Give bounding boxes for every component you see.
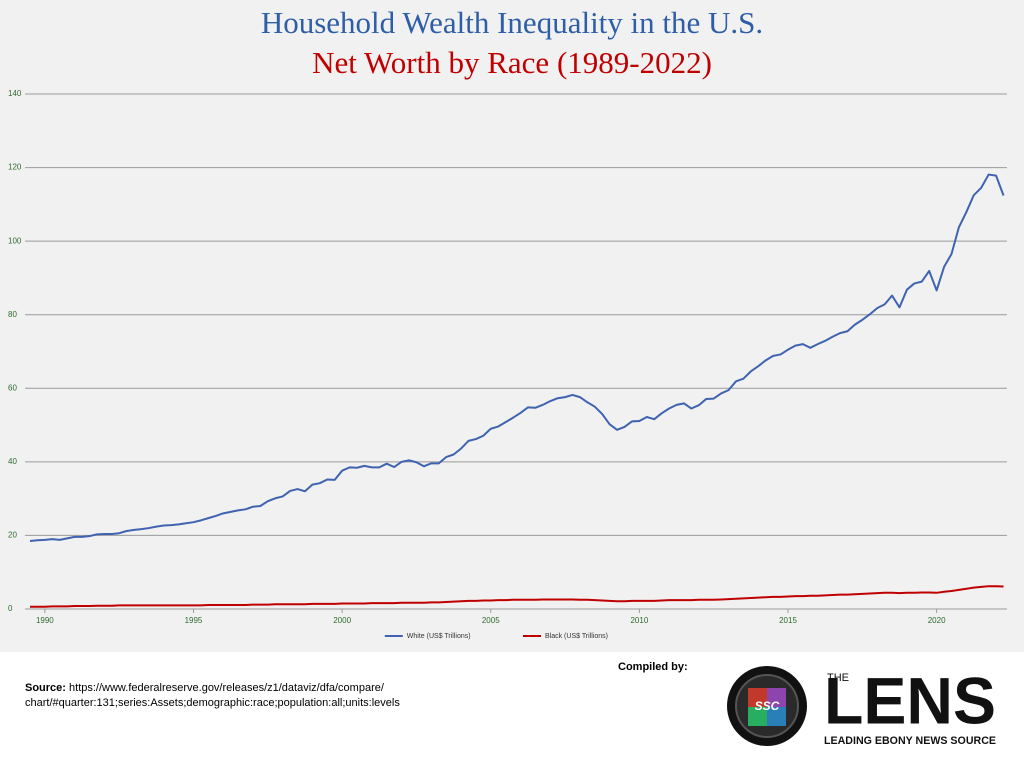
x-tick-label: 1990	[36, 616, 54, 625]
logo-square	[767, 707, 786, 726]
x-tick-label: 2000	[333, 616, 351, 625]
x-tick-label: 2020	[928, 616, 946, 625]
source-label: Source:	[25, 682, 66, 694]
source-line: https://www.federalreserve.gov/releases/…	[69, 682, 385, 694]
y-tick-label: 60	[8, 383, 17, 392]
logo-badge: SSC	[755, 699, 780, 713]
y-tick-label: 0	[8, 604, 13, 613]
logo-square	[767, 688, 786, 707]
x-tick-label: 2015	[779, 616, 797, 625]
chart-subtitle: Net Worth by Race (1989-2022)	[312, 45, 712, 80]
data-line	[29, 173, 1005, 542]
logo-the: THE	[827, 672, 849, 684]
logo-name: LENS	[824, 663, 996, 737]
y-tick-label: 120	[8, 163, 22, 172]
y-tick-label: 100	[8, 236, 22, 245]
source-line: chart/#quarter:131;series:Assets;demogra…	[25, 697, 400, 709]
compiled-by: Compiled by:	[618, 661, 688, 673]
y-tick-label: 40	[8, 457, 17, 466]
plot-area: 0 20 40 60 80 100 120 140 1990 1995 2000 2005 2010 20…	[8, 89, 1007, 640]
y-tick-label: 20	[8, 531, 17, 540]
legend-label: White (US$ Trillions)	[407, 633, 471, 640]
legend-label: Black (US$ Trillions)	[545, 633, 608, 640]
source-text: Source: https://www.federalreserve.gov/r…	[25, 682, 385, 694]
logo-square	[748, 688, 767, 707]
y-tick-label: 140	[8, 89, 22, 98]
x-tick-label: 2010	[630, 616, 648, 625]
logo-tagline: LEADING EBONY NEWS SOURCE	[824, 735, 996, 747]
data-line	[30, 585, 1004, 608]
x-tick-label: 2005	[482, 616, 500, 625]
chart-title: Household Wealth Inequality in the U.S.	[261, 5, 763, 40]
y-tick-label: 80	[8, 310, 17, 319]
logo: SSC THE LENS LEADING EBONY NEWS SOURCE	[727, 663, 996, 747]
chart-background	[0, 0, 1024, 652]
logo-square	[748, 707, 767, 726]
x-tick-label: 1995	[185, 616, 203, 625]
